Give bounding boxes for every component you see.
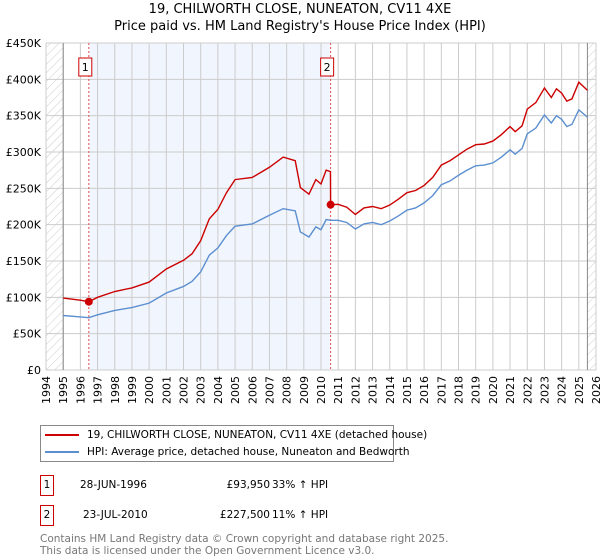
ownership-period-shade <box>88 43 331 370</box>
x-tick-label: 2013 <box>367 376 380 404</box>
y-tick-label: £200K <box>6 219 42 232</box>
x-tick-label: 2020 <box>487 376 500 404</box>
x-tick-label: 2015 <box>401 376 414 404</box>
sale-date: 28-JUN-1996 <box>80 479 147 491</box>
sale-row: 1 28-JUN-1996 £93,950 33% ↑ HPI <box>40 475 400 496</box>
x-tick-label: 1998 <box>109 376 122 404</box>
x-tick-label: 2012 <box>349 376 362 404</box>
x-tick-label: 2001 <box>160 376 173 404</box>
x-tick-label: 2014 <box>384 376 397 404</box>
x-tick-label: 2008 <box>281 376 294 404</box>
x-tick-label: 2023 <box>538 376 551 404</box>
x-tick-label: 2002 <box>178 376 191 404</box>
sale-point <box>326 200 335 209</box>
legend-swatch-red <box>45 434 79 436</box>
y-tick-label: £450K <box>6 37 42 50</box>
y-tick-label: £250K <box>6 182 42 195</box>
x-tick-label: 1999 <box>126 376 139 404</box>
sale-marker: 1 <box>40 475 54 496</box>
hatched-region-right <box>587 43 596 370</box>
x-tick-label: 2004 <box>212 376 225 404</box>
x-tick-label: 2010 <box>315 376 328 404</box>
sale-price: £227,500 <box>219 509 270 521</box>
x-tick-label: 1996 <box>74 376 87 404</box>
chart-subtitle: Price paid vs. HM Land Registry's House … <box>114 19 486 34</box>
legend-swatch-blue <box>45 451 79 453</box>
sale-label-box <box>78 57 93 77</box>
x-tick-label: 2005 <box>229 376 242 404</box>
x-tick-label: 2022 <box>521 376 534 404</box>
x-tick-label: 2009 <box>298 376 311 404</box>
sale-label: 1 <box>82 61 89 74</box>
x-tick-label: 1995 <box>57 376 70 404</box>
legend-item-property: 19, CHILWORTH CLOSE, NUNEATON, CV11 4XE … <box>45 427 427 443</box>
y-tick-label: £400K <box>6 73 42 86</box>
sale-hpi-diff: 33% ↑ HPI <box>272 479 329 491</box>
y-tick-label: £300K <box>6 146 42 159</box>
legend-item-hpi: HPI: Average price, detached house, Nune… <box>45 444 409 460</box>
y-tick-label: £0 <box>27 364 41 377</box>
price-chart: 1994 1995 1996 1997 1998 1999 2000 2001 2002 2003… <box>6 37 600 404</box>
x-tick-label: 2003 <box>195 376 208 404</box>
sale-marker: 2 <box>40 505 54 526</box>
legend-label: 19, CHILWORTH CLOSE, NUNEATON, CV11 4XE … <box>87 429 428 441</box>
x-tick-label: 2006 <box>246 376 259 404</box>
y-tick-label: £350K <box>6 110 42 123</box>
x-tick-label: 1997 <box>92 376 105 404</box>
sale-point <box>84 297 93 306</box>
sale-label: 2 <box>324 61 331 74</box>
x-tick-label: 2026 <box>590 376 600 404</box>
y-tick-label: £50K <box>13 328 42 341</box>
x-tick-label: 2021 <box>504 376 517 404</box>
x-tick-label: 2025 <box>573 376 586 404</box>
footer-line-1: Contains HM Land Registry data © Crown c… <box>40 533 449 545</box>
sale-hpi-diff: 11% ↑ HPI <box>272 509 329 521</box>
sale-label-box <box>320 57 335 77</box>
footer-line-2: This data is licensed under the Open Gov… <box>40 545 375 557</box>
hatched-region-left <box>46 43 64 370</box>
x-tick-label: 2016 <box>418 376 431 404</box>
x-tick-label: 2017 <box>435 376 448 404</box>
property-price-line <box>63 81 588 303</box>
x-tick-label: 2007 <box>263 376 276 404</box>
legend-label: HPI: Average price, detached house, Nune… <box>87 446 410 458</box>
x-tick-label: 2019 <box>470 376 483 404</box>
hpi-line <box>63 108 588 319</box>
sale-price: £93,950 <box>226 479 270 491</box>
x-tick-label: 2011 <box>332 376 345 404</box>
x-tick-label: 2018 <box>453 376 466 404</box>
sale-row: 2 23-JUL-2010 £227,500 11% ↑ HPI <box>40 505 400 526</box>
y-tick-label: £150K <box>6 255 42 268</box>
chart-title: 19, CHILWORTH CLOSE, NUNEATON, CV11 4XE <box>148 2 452 17</box>
x-tick-label: 1994 <box>40 376 53 404</box>
legend: 19, CHILWORTH CLOSE, NUNEATON, CV11 4XE … <box>40 425 427 462</box>
sale-date: 23-JUL-2010 <box>83 509 148 521</box>
y-tick-label: £100K <box>6 291 42 304</box>
x-tick-label: 2024 <box>556 376 569 404</box>
x-tick-label: 2000 <box>143 376 156 404</box>
